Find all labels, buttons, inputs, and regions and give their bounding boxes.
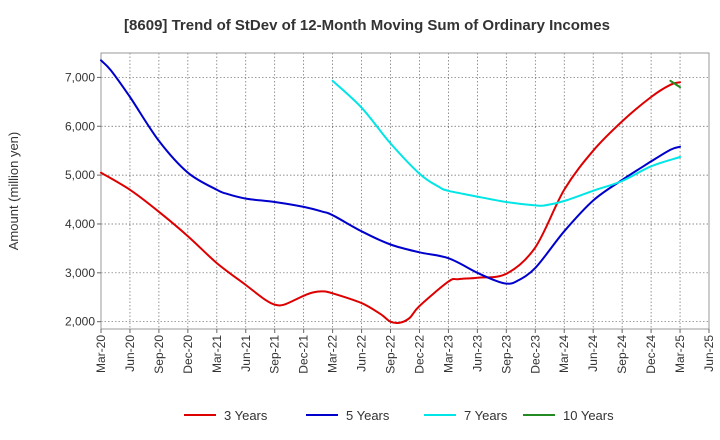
x-tick-label: Mar-23 [441, 335, 455, 373]
x-tick-label: Jun-20 [123, 335, 137, 372]
x-axis-ticks: Mar-20 Jun-20 Sep-20 Dec-20 Mar-21 Jun-21 Sep-… [94, 329, 716, 374]
y-axis-ticks: 2,000 3,000 4,000 5,000 6,000 7,000 [65, 70, 101, 329]
x-tick-label: Dec-21 [297, 335, 311, 374]
y-axis-title: Amount (million yen) [6, 132, 21, 251]
x-tick-label: Dec-24 [644, 335, 658, 374]
x-tick-label: Sep-24 [615, 335, 629, 374]
series-line-10-years [669, 79, 681, 89]
x-tick-label: Dec-23 [528, 335, 542, 374]
legend-label-7-years: 7 Years [464, 408, 508, 423]
x-tick-label: Mar-25 [673, 335, 687, 373]
x-tick-label: Sep-21 [268, 335, 282, 374]
legend: 3 Years 5 Years 7 Years 10 Years [184, 408, 614, 423]
x-tick-label: Mar-21 [210, 335, 224, 373]
x-tick-label: Jun-25 [702, 335, 716, 372]
y-tick-label: 6,000 [65, 119, 95, 133]
x-tick-label: Jun-23 [470, 335, 484, 372]
y-tick-label: 4,000 [65, 217, 95, 231]
legend-label-10-years: 10 Years [563, 408, 614, 423]
y-tick-label: 3,000 [65, 266, 95, 280]
x-tick-label: Dec-22 [412, 335, 426, 374]
series-line-3-years [100, 81, 681, 324]
x-tick-label: Jun-24 [586, 335, 600, 372]
grid [100, 53, 710, 329]
x-tick-label: Sep-22 [384, 335, 398, 374]
x-tick-label: Sep-20 [152, 335, 166, 374]
x-tick-label: Dec-20 [181, 335, 195, 374]
series-line-7-years [331, 79, 681, 207]
x-tick-label: Jun-22 [355, 335, 369, 372]
y-tick-label: 5,000 [65, 168, 95, 182]
legend-label-3-years: 3 Years [224, 408, 268, 423]
y-tick-label: 2,000 [65, 315, 95, 329]
x-tick-label: Sep-23 [499, 335, 513, 374]
x-tick-label: Jun-21 [239, 335, 253, 372]
y-tick-label: 7,000 [65, 70, 95, 84]
plot-frame [100, 52, 710, 330]
x-tick-label: Mar-24 [557, 335, 571, 373]
chart-title: [8609] Trend of StDev of 12-Month Moving… [124, 17, 610, 34]
series-line-5-years [100, 59, 681, 285]
series-layer [100, 59, 681, 324]
x-tick-label: Mar-22 [326, 335, 340, 373]
x-tick-label: Mar-20 [94, 335, 108, 373]
legend-label-5-years: 5 Years [346, 408, 390, 423]
